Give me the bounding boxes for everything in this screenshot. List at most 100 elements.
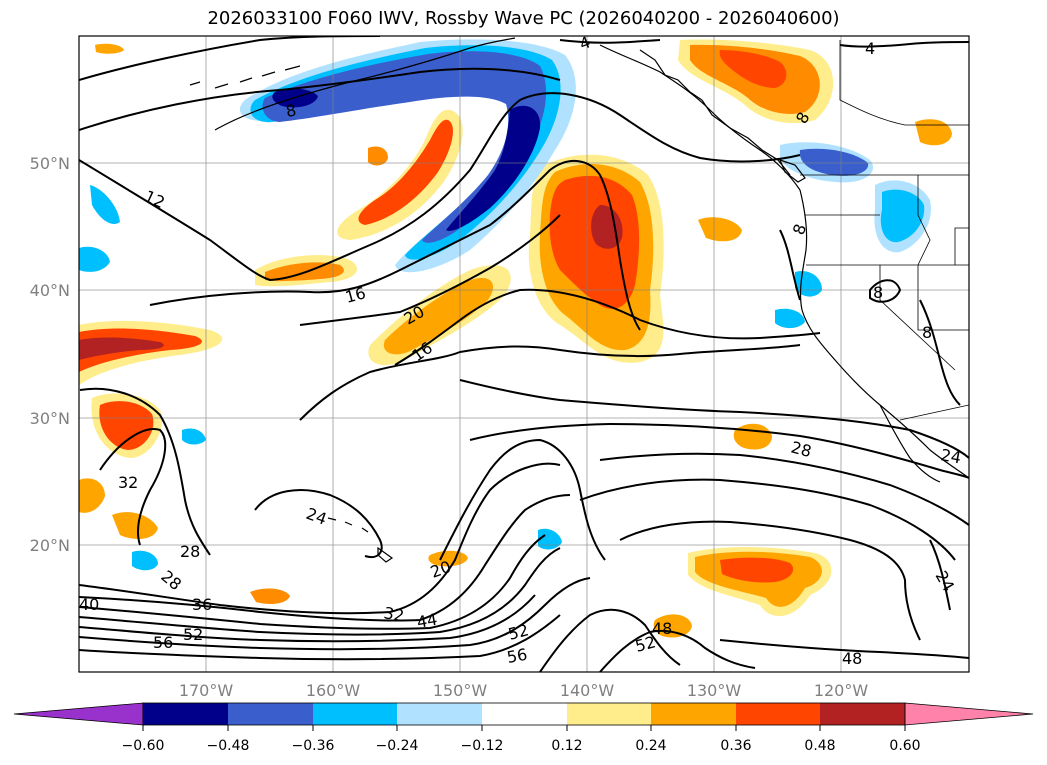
iwv-contour-44 [79,547,561,636]
anomaly-fill-neg-interior-west-core [880,189,925,243]
boundary-ca-nv [879,265,956,371]
contour-label: 32 [118,473,138,492]
iwv-contour-48-a [79,594,536,643]
coastlines [189,37,969,563]
anomaly-fill-pos-north-streak-core [358,119,453,225]
colorbar-tick-label: 0.60 [889,738,920,754]
colorbar-segment [820,703,905,725]
iwv-contour-4-ne [559,39,969,48]
lat-label-40n: 40°N [30,281,70,300]
lon-label-140w: 140°W [560,681,615,700]
colorbar-tick-label: −0.48 [207,738,250,754]
coastline-southeast-alaska [599,44,801,191]
anomaly-fill-pos-west-pacific-ridge-max [591,205,623,249]
colorbar-tick-label: 0.36 [720,738,751,754]
colorbar-segment [651,703,736,725]
figure-title: 2026033100 F060 IWV, Rossby Wave PC (202… [207,8,840,29]
contour-label: 28 [180,542,200,561]
anomaly-fill-pos-cell-19n-172w [112,512,158,540]
contour-label: 8 [284,100,297,120]
contour-label: 8 [922,323,932,342]
contour-label: 52 [633,632,658,656]
iwv-contours [79,36,969,672]
iwv-contour-8-coast-a [779,229,801,301]
lat-label-20n: 20°N [30,536,70,555]
colorbar-segment [313,703,397,725]
contour-label: 44 [415,610,438,632]
iwv-contour-52-b [539,608,681,672]
lon-label-130w: 130°W [687,681,742,700]
lon-label-120w: 120°W [814,681,869,700]
iwv-contour-44-east [619,520,921,641]
boundary-us-mexico [899,404,969,421]
anomaly-fill-neg-cell-30n-172w [182,428,206,445]
contour-label: 4 [577,32,593,53]
anomaly-fill-pos-subtropic-band-core [383,278,494,355]
colorbar-tick-label: −0.24 [376,738,419,754]
map-frame [78,35,970,673]
iwv-contour-20-inner [299,344,801,421]
colorbar-segment [567,703,651,725]
contour-label: 48 [842,649,862,668]
iwv-contour-28-c [469,422,969,479]
anomaly-fill-pos-tropical-east-strong [720,557,794,583]
anomaly-fill-neg-cell-20n-142w [538,528,562,550]
iwv-contour-40-east [579,478,956,561]
colorbar-segment [736,703,820,725]
coastline-aleutian-chain [189,65,301,89]
colorbar-segment [482,703,567,725]
iwv-contour-36 [79,494,571,622]
anomaly-fill-pos-cell-nw-corner [95,43,124,54]
contour-label: 16 [343,283,368,307]
contour-label: 52 [183,625,203,644]
contour-label: 32 [382,603,405,625]
iwv-contour-28-a [79,387,211,556]
political-boundaries [800,174,969,421]
boundary-nv-ut [917,265,969,331]
colorbar-tick-labels: −0.60 −0.48 −0.36 −0.24 −0.12 0.12 0.24 … [122,738,921,754]
anomaly-fill-pos-cell-49n-170w [368,146,388,166]
longitude-labels: 170°W 160°W 150°W 140°W 130°W 120°W [179,681,869,700]
boundary-inset-box [954,227,969,266]
iwv-contour-8-north [79,67,561,131]
iwv-contour-56-a [79,614,561,661]
iwv-contour-32-a [99,428,167,546]
coastline-vancouver-island [778,159,806,183]
lon-label-170w: 170°W [179,681,234,700]
colorbar-tick-label: −0.36 [292,738,335,754]
iwv-contour-48-east [719,639,969,659]
colorbar-segment [397,703,482,725]
colorbar-extend-low [13,702,144,726]
contour-label: 8 [873,283,883,302]
anomaly-fill-neg-cell-47n-177w [90,185,120,225]
iwv-contour-36-east [599,452,969,526]
colorbar-tick-marks [142,725,906,731]
colorbar-extend-high [904,702,1034,726]
latitude-labels: 50°N 40°N 30°N 20°N [30,154,70,555]
anomaly-fill-neg-gulf-coast-core [799,148,869,176]
contour-label: 4 [865,39,875,58]
colorbar-tick-label: 0.24 [635,738,666,754]
anomaly-fill-pos-cell-pnw-coast [915,119,952,146]
anomaly-fill-neg-jet-max [446,105,541,231]
contour-label: 48 [652,619,672,638]
lat-label-30n: 30°N [30,409,70,428]
colorbar-tick-label: −0.60 [122,738,165,754]
iwv-contour-28-b [439,438,606,561]
coastline-baja-california [879,404,941,483]
coastline-british-columbia-islands [639,49,791,176]
iwv-contour-32-b [79,462,561,615]
lon-label-160w: 160°W [306,681,361,700]
anomaly-fill-pos-gulf-alaska-strong [719,50,787,88]
iwv-contour-40 [79,534,546,630]
iwv-contour-24-west [254,489,383,558]
iwv-contour-52-a [79,577,591,651]
iwv-contour-12 [79,92,801,282]
coastline-alaska-peninsula [214,37,516,131]
colorbar-segment [228,703,313,725]
anomaly-fill-pos-subtropic-west-core [99,401,154,450]
coastline-hawaii [327,517,394,563]
colorbar-frame [142,702,906,726]
lon-label-150w: 150°W [433,681,488,700]
